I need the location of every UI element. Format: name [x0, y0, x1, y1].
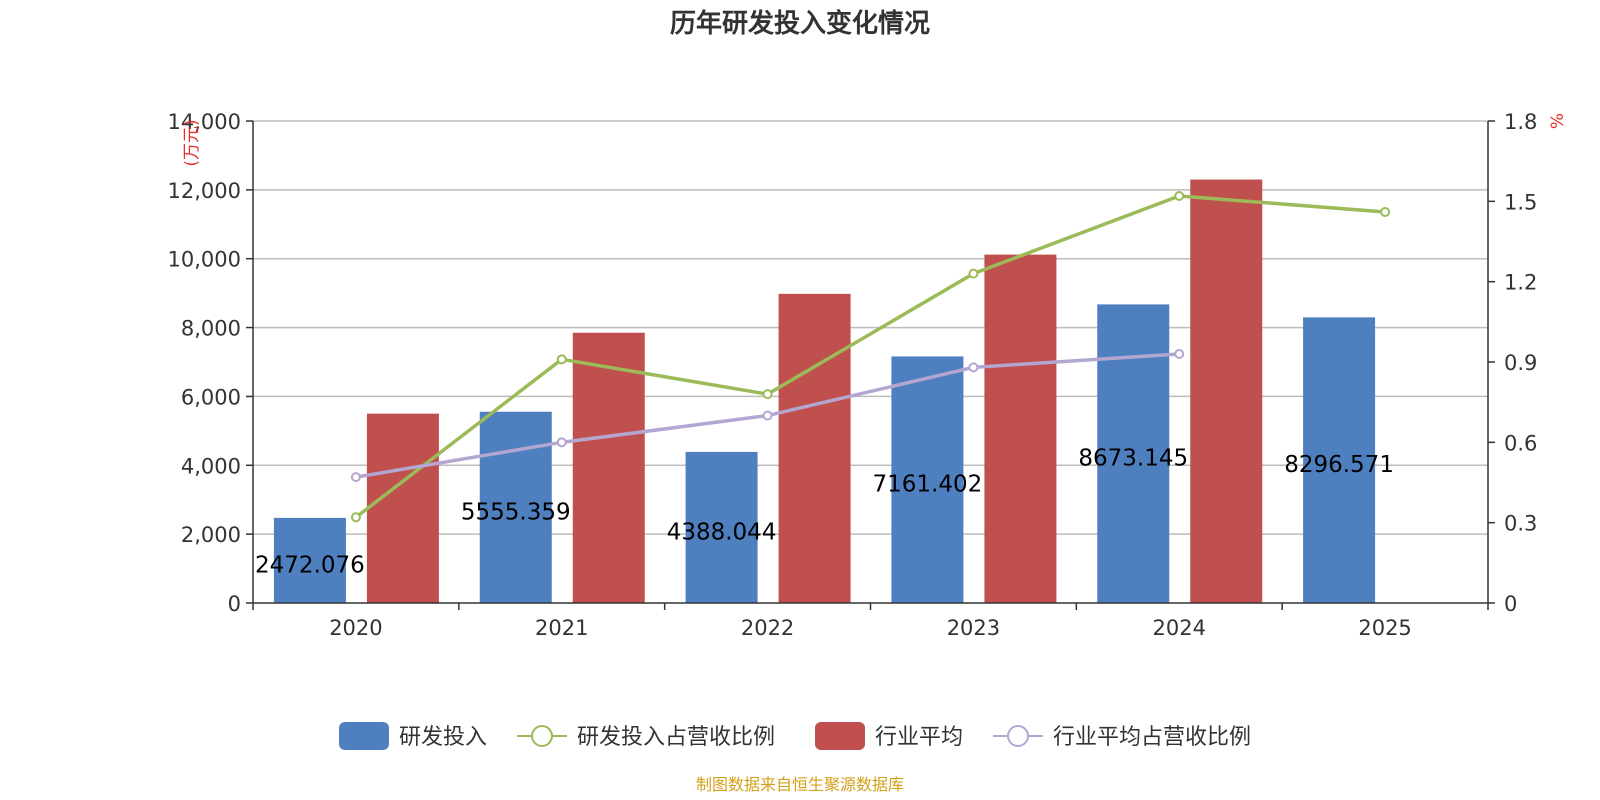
left-tick-label: 0 — [228, 592, 241, 616]
point-industry-ratio-2020 — [350, 472, 361, 483]
data-label-2022: 4388.044 — [667, 519, 777, 545]
bar-industry-average-2021 — [572, 332, 645, 603]
legend-swatch-marker — [531, 725, 553, 747]
legend-swatch-marker — [1007, 725, 1029, 747]
point-rd-ratio-2023 — [968, 268, 979, 279]
left-tick-label: 6,000 — [181, 385, 241, 409]
right-tick-label: 0.9 — [1504, 351, 1537, 375]
left-tick-label: 14,000 — [168, 110, 241, 134]
point-rd-ratio-2022 — [762, 389, 773, 400]
grid-lines — [253, 120, 1488, 535]
data-label-2025: 8296.571 — [1284, 452, 1394, 478]
right-tick-label: 0 — [1504, 592, 1517, 616]
x-tick-label-2023: 2023 — [947, 616, 1000, 640]
legend-item-rd-investment[interactable]: 研发投入 — [339, 722, 487, 750]
bar-rd-investment-2020 — [273, 517, 346, 603]
legend-item-rd-ratio[interactable]: 研发投入占营收比例 — [517, 725, 775, 750]
right-tick-label: 1.2 — [1504, 271, 1537, 295]
x-tick-label-2021: 2021 — [535, 616, 588, 640]
point-industry-ratio-2022 — [762, 410, 773, 421]
legend-swatch — [815, 722, 865, 750]
bar-rd-investment-2021 — [479, 411, 552, 603]
right-tick-label: 1.8 — [1504, 110, 1537, 134]
legend-item-industry-ratio[interactable]: 行业平均占营收比例 — [993, 725, 1251, 750]
right-tick-label: 0.6 — [1504, 431, 1537, 455]
left-tick-label: 10,000 — [168, 248, 241, 272]
legend-label: 研发投入 — [399, 725, 487, 750]
line-rd-ratio — [354, 194, 1386, 519]
legend-label: 研发投入占营收比例 — [577, 725, 775, 750]
left-tick-label: 8,000 — [181, 317, 241, 341]
axes: 0 2,000 4,000 6,000 8,000 10,000 12,000 14,000 0… — [168, 110, 1568, 640]
point-rd-ratio-2024 — [1174, 190, 1185, 201]
x-tick-label-2020: 2020 — [329, 616, 382, 640]
chart-title: 历年研发投入变化情况 — [670, 8, 930, 39]
legend-label: 行业平均占营收比例 — [1053, 725, 1251, 750]
legend[interactable]: 研发投入 研发投入占营收比例 行业平均 行业平均占营收比例 — [339, 722, 1251, 750]
x-tick-label-2025: 2025 — [1358, 616, 1411, 640]
bar-industry-average-2023 — [984, 254, 1057, 603]
bar-rd-investment-2025 — [1303, 317, 1376, 603]
legend-item-industry-average[interactable]: 行业平均 — [815, 722, 963, 750]
bar-industry-average-2022 — [778, 293, 851, 603]
left-tick-label: 12,000 — [168, 179, 241, 203]
bar-rd-investment-2022 — [685, 451, 758, 603]
point-rd-ratio-2025 — [1380, 207, 1391, 218]
point-industry-ratio-2021 — [556, 437, 567, 448]
bar-industry-average-2024 — [1190, 179, 1263, 603]
legend-swatch — [339, 722, 389, 750]
right-axis-unit: % — [1548, 113, 1568, 129]
left-tick-label: 4,000 — [181, 454, 241, 478]
legend-label: 行业平均 — [875, 725, 963, 750]
left-tick-label: 2,000 — [181, 523, 241, 547]
point-industry-ratio-2023 — [968, 362, 979, 373]
point-rd-ratio-2020 — [350, 512, 361, 523]
bars — [273, 179, 1376, 603]
point-industry-ratio-2024 — [1174, 348, 1185, 359]
data-labels: 2472.076 5555.359 4388.044 7161.402 8673.145… — [255, 446, 1394, 579]
bar-rd-investment-2023 — [891, 356, 964, 603]
source-note: 制图数据来自恒生聚源数据库 — [696, 775, 904, 794]
data-label-2021: 5555.359 — [461, 499, 571, 525]
series-lines — [350, 190, 1391, 523]
data-label-2020: 2472.076 — [255, 552, 365, 578]
point-rd-ratio-2021 — [556, 354, 567, 365]
x-tick-label-2024: 2024 — [1153, 616, 1206, 640]
left-axis-unit: (万元) — [182, 119, 202, 166]
data-label-2024: 8673.145 — [1078, 446, 1188, 472]
data-label-2023: 7161.402 — [873, 472, 983, 498]
right-tick-label: 0.3 — [1504, 512, 1537, 536]
right-tick-label: 1.5 — [1504, 190, 1537, 214]
bar-industry-average-2020 — [366, 413, 439, 603]
x-tick-label-2022: 2022 — [741, 616, 794, 640]
